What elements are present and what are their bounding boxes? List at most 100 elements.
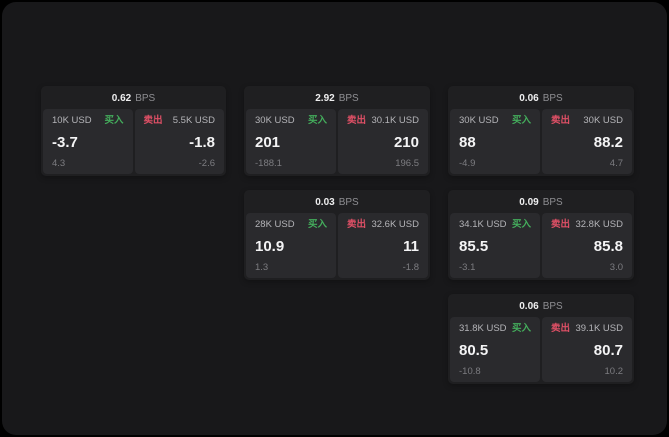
sell-amount: 39.1K USD [575, 323, 623, 334]
bps-header: 0.03 BPS [246, 192, 428, 213]
buy-tag: 买入 [511, 115, 531, 126]
sell-sub-value: -1.8 [402, 261, 419, 273]
quote-card: 0.06 BPS 30K USD 买入 88 -4.9 卖出 30K USD 8… [448, 86, 634, 176]
sell-amount: 30K USD [583, 115, 623, 126]
sell-sub-value: 3.0 [609, 261, 623, 273]
bps-unit-label: BPS [338, 197, 359, 208]
sell-amount: 30.1K USD [371, 115, 419, 126]
bps-header: 0.06 BPS [450, 88, 632, 109]
sell-sub-value: 10.2 [604, 365, 624, 377]
buy-tag: 买入 [511, 219, 531, 230]
buy-sell-panels: 28K USD 买入 10.9 1.3 卖出 32.6K USD 11 -1.8 [246, 213, 428, 278]
quote-card: 0.06 BPS 31.8K USD 买入 80.5 -10.8 卖出 39.1… [448, 294, 634, 384]
buy-sub-value: -188.1 [255, 157, 282, 169]
buy-panel-top: 28K USD 买入 [255, 220, 327, 230]
buy-panel-top: 31.8K USD 买入 [459, 324, 531, 334]
bps-unit-label: BPS [542, 93, 563, 104]
sell-tag: 卖出 [551, 115, 571, 126]
buy-sell-panels: 10K USD 买入 -3.7 4.3 卖出 5.5K USD -1.8 -2.… [43, 109, 224, 174]
buy-tag: 买入 [511, 323, 531, 334]
buy-panel[interactable]: 31.8K USD 买入 80.5 -10.8 [450, 317, 540, 382]
bps-value: 2.92 [315, 93, 335, 104]
buy-tag: 买入 [307, 115, 327, 126]
sell-amount: 32.6K USD [371, 219, 419, 230]
buy-panel[interactable]: 10K USD 买入 -3.7 4.3 [43, 109, 133, 174]
sell-price: -1.8 [189, 133, 215, 151]
buy-price: 88 [459, 133, 476, 151]
buy-panel-top: 34.1K USD 买入 [459, 220, 531, 230]
bps-value: 0.06 [519, 301, 539, 312]
bps-unit-label: BPS [542, 197, 563, 208]
buy-price: 85.5 [459, 237, 489, 255]
quote-card: 0.09 BPS 34.1K USD 买入 85.5 -3.1 卖出 32.8K… [448, 190, 634, 280]
buy-price: -3.7 [52, 133, 78, 151]
buy-amount: 28K USD [255, 219, 295, 230]
buy-amount: 30K USD [459, 115, 499, 126]
sell-panel-top: 卖出 5.5K USD [144, 116, 216, 126]
sell-price: 80.7 [593, 341, 623, 359]
sell-sub-value: -2.6 [198, 157, 215, 169]
sell-panel[interactable]: 卖出 5.5K USD -1.8 -2.6 [134, 109, 224, 174]
bps-header: 0.62 BPS [43, 88, 224, 109]
buy-price: 10.9 [255, 237, 285, 255]
sell-tag: 卖出 [347, 115, 367, 126]
sell-amount: 5.5K USD [172, 115, 215, 126]
buy-sub-value: 1.3 [255, 261, 269, 273]
sell-panel[interactable]: 卖出 30.1K USD 210 196.5 [338, 109, 428, 174]
buy-amount: 34.1K USD [459, 219, 507, 230]
sell-panel-top: 卖出 39.1K USD [551, 324, 623, 334]
sell-tag: 卖出 [551, 219, 571, 230]
buy-panel[interactable]: 34.1K USD 买入 85.5 -3.1 [450, 213, 540, 278]
buy-sell-panels: 31.8K USD 买入 80.5 -10.8 卖出 39.1K USD 80.… [450, 317, 632, 382]
buy-sub-value: -3.1 [459, 261, 476, 273]
bps-unit-label: BPS [542, 301, 563, 312]
bps-header: 0.09 BPS [450, 192, 632, 213]
bps-unit-label: BPS [135, 93, 156, 104]
bps-unit-label: BPS [338, 93, 359, 104]
buy-sub-value: -10.8 [459, 365, 481, 377]
bps-value: 0.06 [519, 93, 539, 104]
quote-card: 2.92 BPS 30K USD 买入 201 -188.1 卖出 30.1K … [244, 86, 430, 176]
sell-tag: 卖出 [551, 323, 571, 334]
buy-price: 201 [255, 133, 281, 151]
bps-value: 0.03 [315, 197, 335, 208]
sell-panel[interactable]: 卖出 39.1K USD 80.7 10.2 [542, 317, 632, 382]
bps-header: 0.06 BPS [450, 296, 632, 317]
buy-panel[interactable]: 30K USD 买入 88 -4.9 [450, 109, 540, 174]
sell-price: 210 [393, 133, 419, 151]
buy-panel-top: 30K USD 买入 [255, 116, 327, 126]
sell-price: 88.2 [593, 133, 623, 151]
sell-sub-value: 196.5 [395, 157, 419, 169]
sell-price: 85.8 [593, 237, 623, 255]
sell-amount: 32.8K USD [575, 219, 623, 230]
buy-tag: 买入 [307, 219, 327, 230]
buy-price: 80.5 [459, 341, 489, 359]
buy-panel[interactable]: 30K USD 买入 201 -188.1 [246, 109, 336, 174]
buy-panel[interactable]: 28K USD 买入 10.9 1.3 [246, 213, 336, 278]
quotes-grid: 0.62 BPS 10K USD 买入 -3.7 4.3 卖出 5.5K USD… [41, 86, 634, 384]
buy-sub-value: -4.9 [459, 157, 476, 169]
sell-tag: 卖出 [143, 115, 163, 126]
sell-panel[interactable]: 卖出 32.8K USD 85.8 3.0 [542, 213, 632, 278]
sell-panel-top: 卖出 32.6K USD [347, 220, 419, 230]
buy-sell-panels: 30K USD 买入 201 -188.1 卖出 30.1K USD 210 1… [246, 109, 428, 174]
buy-panel-top: 10K USD 买入 [52, 116, 124, 126]
sell-tag: 卖出 [347, 219, 367, 230]
buy-sub-value: 4.3 [52, 157, 66, 169]
sell-panel-top: 卖出 30K USD [551, 116, 623, 126]
buy-amount: 10K USD [52, 115, 92, 126]
bps-header: 2.92 BPS [246, 88, 428, 109]
bps-value: 0.09 [519, 197, 539, 208]
buy-amount: 30K USD [255, 115, 295, 126]
sell-panel-top: 卖出 30.1K USD [347, 116, 419, 126]
buy-tag: 买入 [104, 115, 124, 126]
sell-panel[interactable]: 卖出 30K USD 88.2 4.7 [542, 109, 632, 174]
bps-value: 0.62 [111, 93, 132, 104]
quote-card: 0.62 BPS 10K USD 买入 -3.7 4.3 卖出 5.5K USD… [41, 86, 226, 176]
quote-card: 0.03 BPS 28K USD 买入 10.9 1.3 卖出 32.6K US… [244, 190, 430, 280]
buy-sell-panels: 30K USD 买入 88 -4.9 卖出 30K USD 88.2 4.7 [450, 109, 632, 174]
sell-sub-value: 4.7 [609, 157, 623, 169]
sell-panel[interactable]: 卖出 32.6K USD 11 -1.8 [338, 213, 428, 278]
buy-sell-panels: 34.1K USD 买入 85.5 -3.1 卖出 32.8K USD 85.8… [450, 213, 632, 278]
